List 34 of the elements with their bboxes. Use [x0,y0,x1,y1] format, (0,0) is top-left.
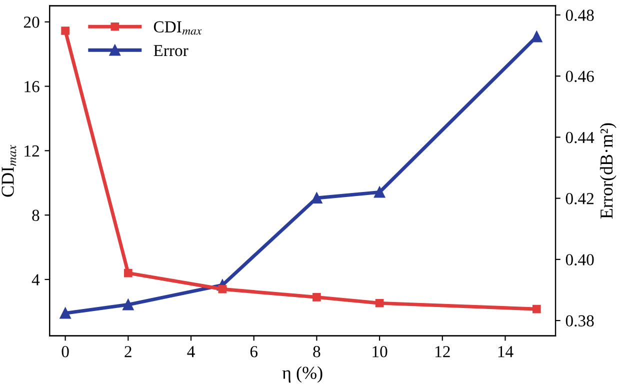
x-tick-label: 12 [436,346,450,358]
point [374,186,386,198]
point [60,308,71,319]
x-tick-label: 14 [498,346,514,358]
x-tick-label: 8 [313,346,320,358]
y2-tick-label: 0.42 [566,193,594,204]
legend-label: CDI$_{max}$ [154,21,202,35]
y-tick-label: 16 [24,81,40,92]
point [61,26,70,35]
x-tick-label: 0 [62,346,69,358]
y-tick-label: 8 [32,210,40,222]
legend-label: Error [154,45,188,56]
point [124,268,132,278]
y2-tick-label: 0.38 [566,315,594,327]
y2-tick-label: 0.44 [566,132,594,144]
point [532,304,541,314]
y2-tick-label: 0.48 [566,10,594,21]
point [375,298,384,308]
x-tick-label: 2 [124,346,132,358]
point [311,192,322,204]
x-axis-title: η (%) [282,366,322,383]
x-tick-label: 4 [187,346,195,358]
x-tick-label: 10 [372,346,388,358]
point [531,31,542,42]
x-tick-label: 6 [250,346,258,358]
point [312,293,321,302]
y-axis-title: CDI$_{max}$ [2,144,16,197]
y2-tick-label: 0.40 [566,254,594,266]
y2-tick-label: 0.46 [566,70,594,82]
point [122,299,134,310]
y-tick-label: 12 [24,145,39,156]
y-tick-label: 20 [24,16,40,28]
y2-axis-title: Error(dB·m²) [600,123,616,219]
y-tick-label: 4 [32,274,40,286]
